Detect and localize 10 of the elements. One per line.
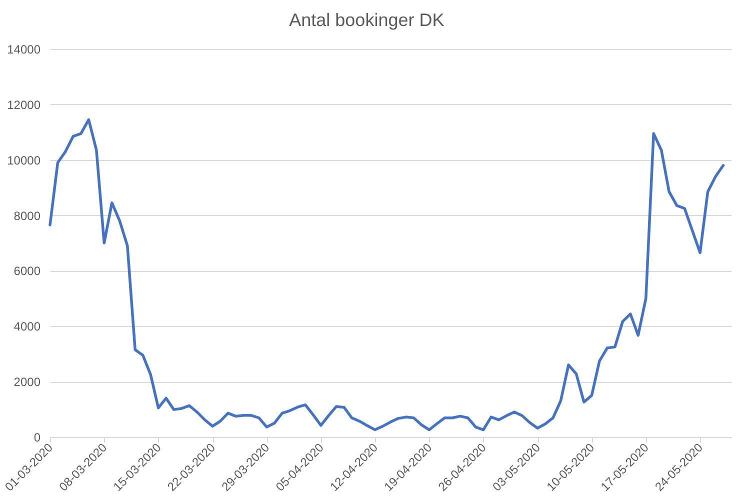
y-tick-label: 0 (34, 430, 41, 444)
line-series (48, 118, 725, 432)
y-tick-label: 4000 (14, 320, 41, 334)
y-tick-label: 10000 (7, 153, 41, 168)
y-tick-label: 6000 (14, 264, 41, 278)
chart-title: Antal bookinger DK (289, 10, 444, 30)
y-tick-label: 8000 (14, 208, 41, 223)
y-tick-label: 2000 (14, 375, 41, 390)
y-tick-label: 14000 (7, 42, 41, 56)
y-tick-label: 12000 (7, 98, 41, 112)
